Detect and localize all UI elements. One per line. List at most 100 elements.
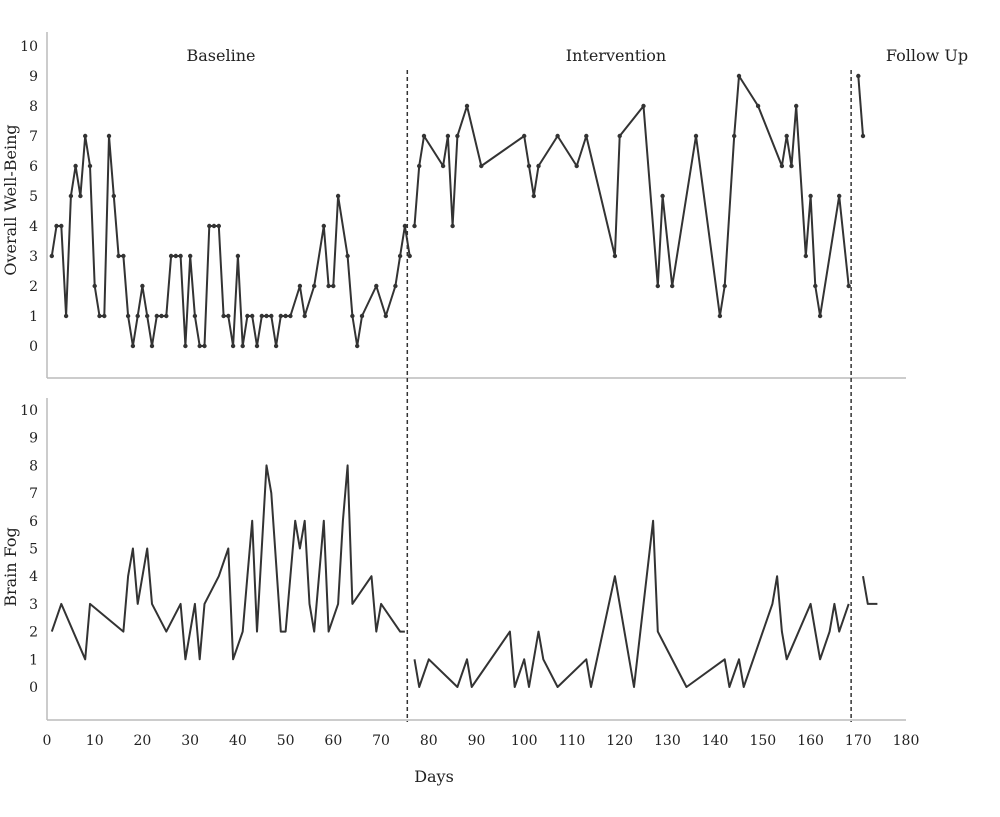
data-point [63,313,69,319]
data-point [216,223,221,229]
data-point [860,133,866,139]
y-tick-label: 7 [29,129,38,145]
data-point [717,313,723,319]
series-line [50,464,405,661]
x-tick-label: 40 [229,733,247,749]
data-point [278,313,283,319]
data-point [149,343,155,349]
data-point [617,133,622,139]
data-point [92,283,97,289]
data-point [250,313,255,319]
x-tick-label: 60 [324,733,342,749]
data-point [393,283,398,289]
phase-label-follow-up: Follow Up [886,46,968,65]
data-point [54,223,59,229]
x-tick-label: 100 [511,733,538,749]
y-tick-label: 5 [29,542,38,558]
data-point [445,133,451,139]
y-tick-label: 10 [20,39,38,55]
data-point [145,313,150,319]
x-tick-label: 50 [277,733,295,749]
y-tick-label: 9 [29,69,38,85]
data-point [302,313,307,319]
data-point [273,343,279,349]
data-point [464,103,470,109]
data-point [264,313,269,319]
data-point [421,133,427,139]
y-tick-label: 0 [29,339,38,355]
data-point [130,343,136,349]
data-point [49,253,54,259]
data-point [794,103,799,109]
x-tick-label: 130 [654,733,681,749]
data-point [803,253,808,259]
data-point [555,133,560,139]
y-axis-label-brain-fog: Brain Fog [1,527,20,607]
data-point [111,193,117,199]
data-point [288,313,293,319]
data-point [784,133,789,139]
x-tick-label: 150 [749,733,776,749]
data-point [59,223,64,229]
y-tick-label: 3 [29,249,38,265]
data-point [235,253,241,259]
data-point [173,253,178,259]
data-point [121,253,126,259]
data-point [574,163,579,169]
y-tick-label: 6 [29,159,38,175]
data-point [612,253,618,259]
y-tick-label: 2 [29,279,38,295]
x-tick-label: 80 [420,733,438,749]
data-point [383,313,388,319]
x-tick-label: 140 [702,733,729,749]
data-point [226,313,231,319]
phase-label-baseline: Baseline [187,46,256,65]
x-tick-label: 110 [559,733,586,749]
data-point [397,253,403,259]
data-point [779,163,785,169]
panel-brain-fog: Brain Fog 0 1 2 3 4 5 6 7 8 9 10 [1,398,906,721]
y-tick-label: 2 [29,625,38,641]
data-point [331,283,336,289]
data-point [359,313,365,319]
data-point [125,313,131,319]
data-point [536,163,541,169]
y-tick-label: 6 [29,514,38,530]
data-point [479,163,484,169]
data-point [211,223,217,229]
data-point [837,193,842,199]
y-tick-label: 5 [29,189,38,205]
data-point [154,313,159,319]
data-point [197,343,202,349]
data-point [856,73,861,79]
data-point [808,193,813,199]
x-tick-label: 30 [181,733,199,749]
data-point [522,133,527,139]
data-point [321,223,326,229]
data-point [245,313,250,319]
y-tick-label: 1 [29,309,38,325]
data-point [350,313,355,319]
x-tick-label: 180 [893,733,920,749]
data-point [202,343,207,349]
data-point [670,283,675,289]
data-point [693,133,699,139]
data-point [641,103,646,109]
data-point [355,343,360,349]
y-tick-label: 10 [20,403,38,419]
y-tick-label: 4 [29,219,38,235]
data-point [192,313,198,319]
data-point [68,193,74,199]
data-point [78,193,83,199]
data-point [722,283,727,289]
x-tick-label: 170 [845,733,872,749]
data-point [584,133,589,139]
x-tick-label: 90 [468,733,486,749]
data-point [283,313,288,319]
data-point [526,163,532,169]
data-point [97,313,102,319]
phase-labels: Baseline Intervention Follow Up [187,46,969,65]
data-point [221,313,226,319]
data-point [312,283,317,289]
